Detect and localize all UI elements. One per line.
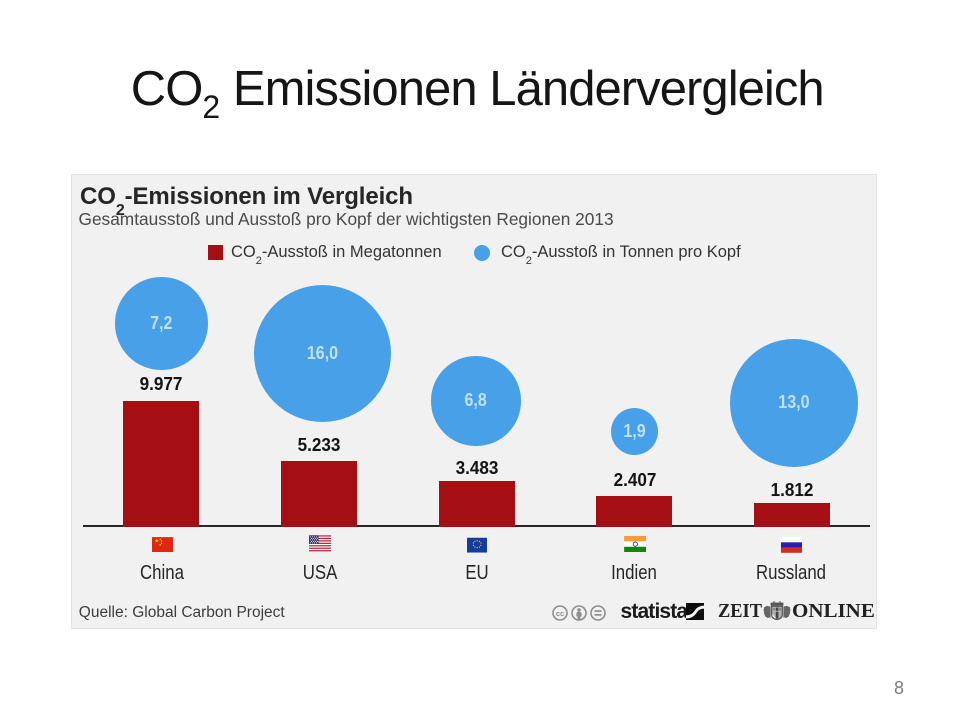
svg-text:cc: cc (556, 608, 564, 617)
